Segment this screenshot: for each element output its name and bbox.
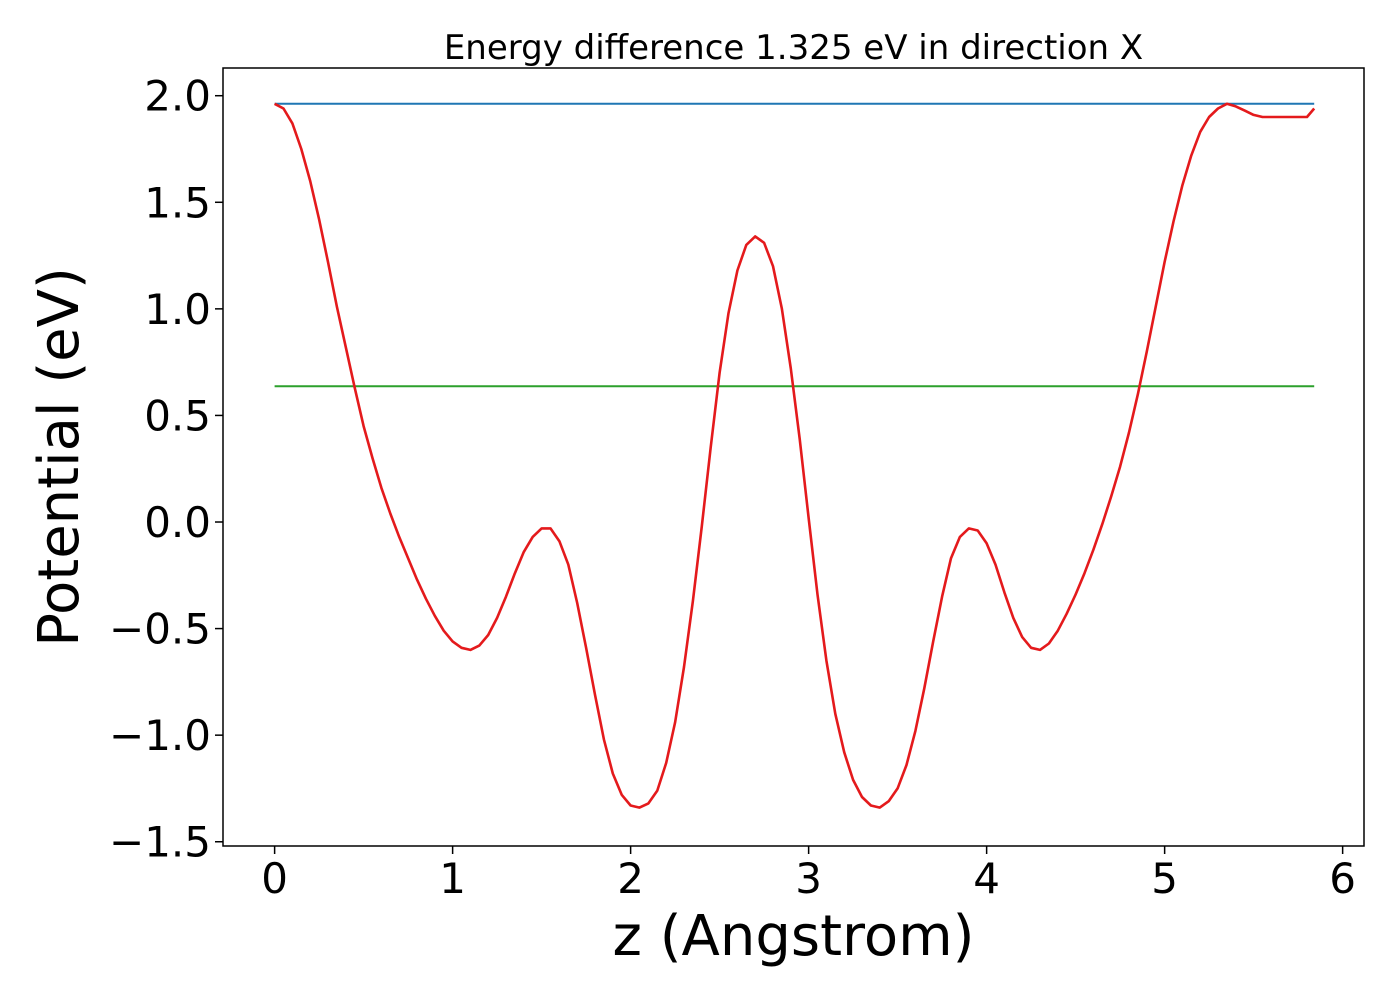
y-tick-label: −1.5: [109, 818, 211, 867]
y-tick-label: −0.5: [109, 605, 211, 654]
y-tick-label: 2.0: [144, 72, 211, 121]
plot-lines: [273, 102, 1316, 809]
x-tick-label: 2: [617, 854, 644, 903]
y-tick-label: 1.0: [144, 285, 211, 334]
x-tick-label: 1: [439, 854, 466, 903]
x-tick-label: 5: [1151, 854, 1178, 903]
y-tick-label: 1.5: [144, 178, 211, 227]
x-tick-label: 4: [973, 854, 1000, 903]
axes-frame: [222, 67, 1365, 847]
y-tick-label: 0.0: [144, 498, 211, 547]
x-axis-ticks: 0 1 2 3 4 5 6: [261, 846, 1356, 903]
x-tick-label: 6: [1329, 854, 1356, 903]
y-tick-label: −1.0: [109, 711, 211, 760]
y-axis-label: Potential (eV): [27, 267, 92, 647]
y-tick-label: 0.5: [144, 391, 211, 440]
x-tick-label: 0: [261, 854, 288, 903]
x-axis-label: z (Angstrom): [613, 904, 975, 969]
y-axis-ticks: 2.0 1.5 1.0 0.5 0.0 −0.5 −1.0 −1.5: [109, 72, 223, 867]
chart-title: Energy difference 1.325 eV in direction …: [444, 28, 1143, 68]
series-line-2: [273, 102, 1316, 809]
x-tick-label: 3: [795, 854, 822, 903]
